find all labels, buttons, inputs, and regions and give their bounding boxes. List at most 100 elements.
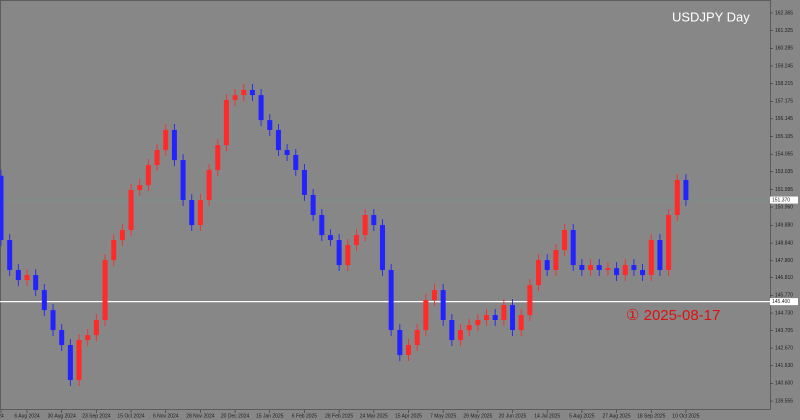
y-tick-label: 149.880 (775, 223, 793, 229)
candle-body (405, 345, 411, 356)
candle-body (570, 230, 576, 266)
annotation: ① 2025-08-17 (626, 307, 720, 324)
x-tick-label: 15 Apr 2025 (395, 413, 422, 419)
x-tick-label: 6 Feb 2025 (292, 413, 318, 419)
x-tick-label: 30 Aug 2024 (48, 413, 76, 419)
candle-body (484, 315, 490, 321)
candle-body (85, 335, 91, 341)
candle-body (379, 225, 385, 270)
x-tick-label: 24 (0, 413, 4, 419)
x-tick-label: 20 Dec 2024 (221, 413, 250, 419)
candle-body (171, 129, 177, 161)
candle-body (492, 315, 498, 321)
candle-body (215, 145, 221, 170)
candle-body (284, 150, 290, 155)
candle-body (362, 215, 368, 236)
y-tick-label: 140.600 (775, 381, 793, 387)
candle-body (544, 260, 550, 270)
candle-body (223, 100, 229, 146)
candle-body (241, 89, 247, 96)
candle-body (518, 315, 524, 331)
candle-body (449, 320, 455, 341)
candle-body (388, 269, 394, 331)
plot (0, 84, 770, 387)
candle-body (605, 268, 611, 270)
y-tick-label: 155.105 (775, 134, 793, 140)
last-price-label: 151.370 (772, 197, 790, 203)
candle-body (414, 330, 420, 346)
candle-body (319, 215, 325, 236)
candle-body (596, 265, 602, 270)
x-tick-label: 27 Aug 2025 (603, 413, 631, 419)
candle-body (180, 160, 186, 201)
candle-body (145, 165, 151, 186)
candle-body (189, 200, 195, 226)
candle-body (666, 215, 672, 270)
last-price-box (770, 196, 798, 204)
candle-body (614, 268, 620, 276)
y-tick-label: 142.670 (775, 345, 793, 351)
candle-body (249, 89, 255, 96)
candle-body (93, 320, 99, 336)
candle-body (119, 230, 125, 241)
candle-body (432, 290, 437, 301)
x-tick-label: 14 Jul 2025 (534, 413, 560, 419)
y-tick-label: 158.215 (775, 81, 793, 87)
candle-body (345, 244, 351, 266)
x-tick-label: 20 Jun 2025 (499, 413, 527, 419)
candle-body (466, 325, 472, 331)
x-tick-label: 10 Oct 2025 (672, 413, 699, 419)
x-tick-label: 24 Mar 2025 (360, 413, 388, 419)
candle-body (640, 269, 646, 276)
candle-body (501, 305, 507, 321)
candle-body (76, 340, 82, 381)
x-tick-label: 18 Sep 2025 (637, 413, 666, 419)
candle-body (41, 290, 47, 311)
candle-body (397, 330, 403, 356)
candle-body (588, 265, 594, 270)
x-tick-label: 6 Nov 2024 (153, 413, 179, 419)
candle-body (59, 330, 65, 346)
candle-body (353, 235, 359, 245)
y-tick-label: 146.810 (775, 275, 793, 281)
y-tick-label: 145.770 (775, 293, 793, 299)
reference-label-box (770, 298, 798, 306)
candle-body (15, 269, 21, 281)
y-tick-label: 156.145 (775, 116, 793, 122)
y-tick-label: 159.245 (775, 63, 793, 69)
candle-body (137, 185, 143, 191)
candle-body (232, 95, 238, 101)
candle-body (24, 275, 30, 281)
candle-body (579, 265, 585, 270)
y-tick-label: 143.705 (775, 328, 793, 334)
candle-body (683, 179, 689, 201)
x-tick-label: 15 Jan 2025 (256, 413, 284, 419)
x-tick-label: 28 Feb 2025 (325, 413, 353, 419)
y-tick-label: 144.730 (775, 310, 793, 316)
candle-body (267, 120, 273, 130)
candle-body (206, 169, 212, 201)
y-tick-label: 153.035 (775, 169, 793, 175)
candle-body (336, 240, 342, 266)
y-tick-label: 161.325 (775, 28, 793, 34)
y-tick-label: 162.365 (775, 10, 793, 16)
x-tick-label: 5 Aug 2025 (569, 413, 595, 419)
x-tick-label: 29 May 2025 (463, 413, 492, 419)
candle-body (102, 260, 108, 321)
candle-body (275, 129, 281, 151)
candle-body (527, 285, 533, 316)
y-tick-label: 139.555 (775, 398, 793, 404)
candle-body (562, 230, 568, 251)
x-tick-label: 15 Oct 2024 (117, 413, 144, 419)
candle-body (258, 95, 264, 121)
candle-body (163, 129, 169, 151)
x-tick-label: 23 Sep 2024 (82, 413, 111, 419)
candle-body (440, 290, 446, 321)
reference-label: 145.400 (772, 299, 790, 305)
candle-body (423, 300, 429, 331)
candle-body (458, 330, 464, 341)
candle-body (111, 240, 117, 261)
candle-body (310, 194, 316, 216)
x-tick-label: 6 Aug 2024 (14, 413, 40, 419)
